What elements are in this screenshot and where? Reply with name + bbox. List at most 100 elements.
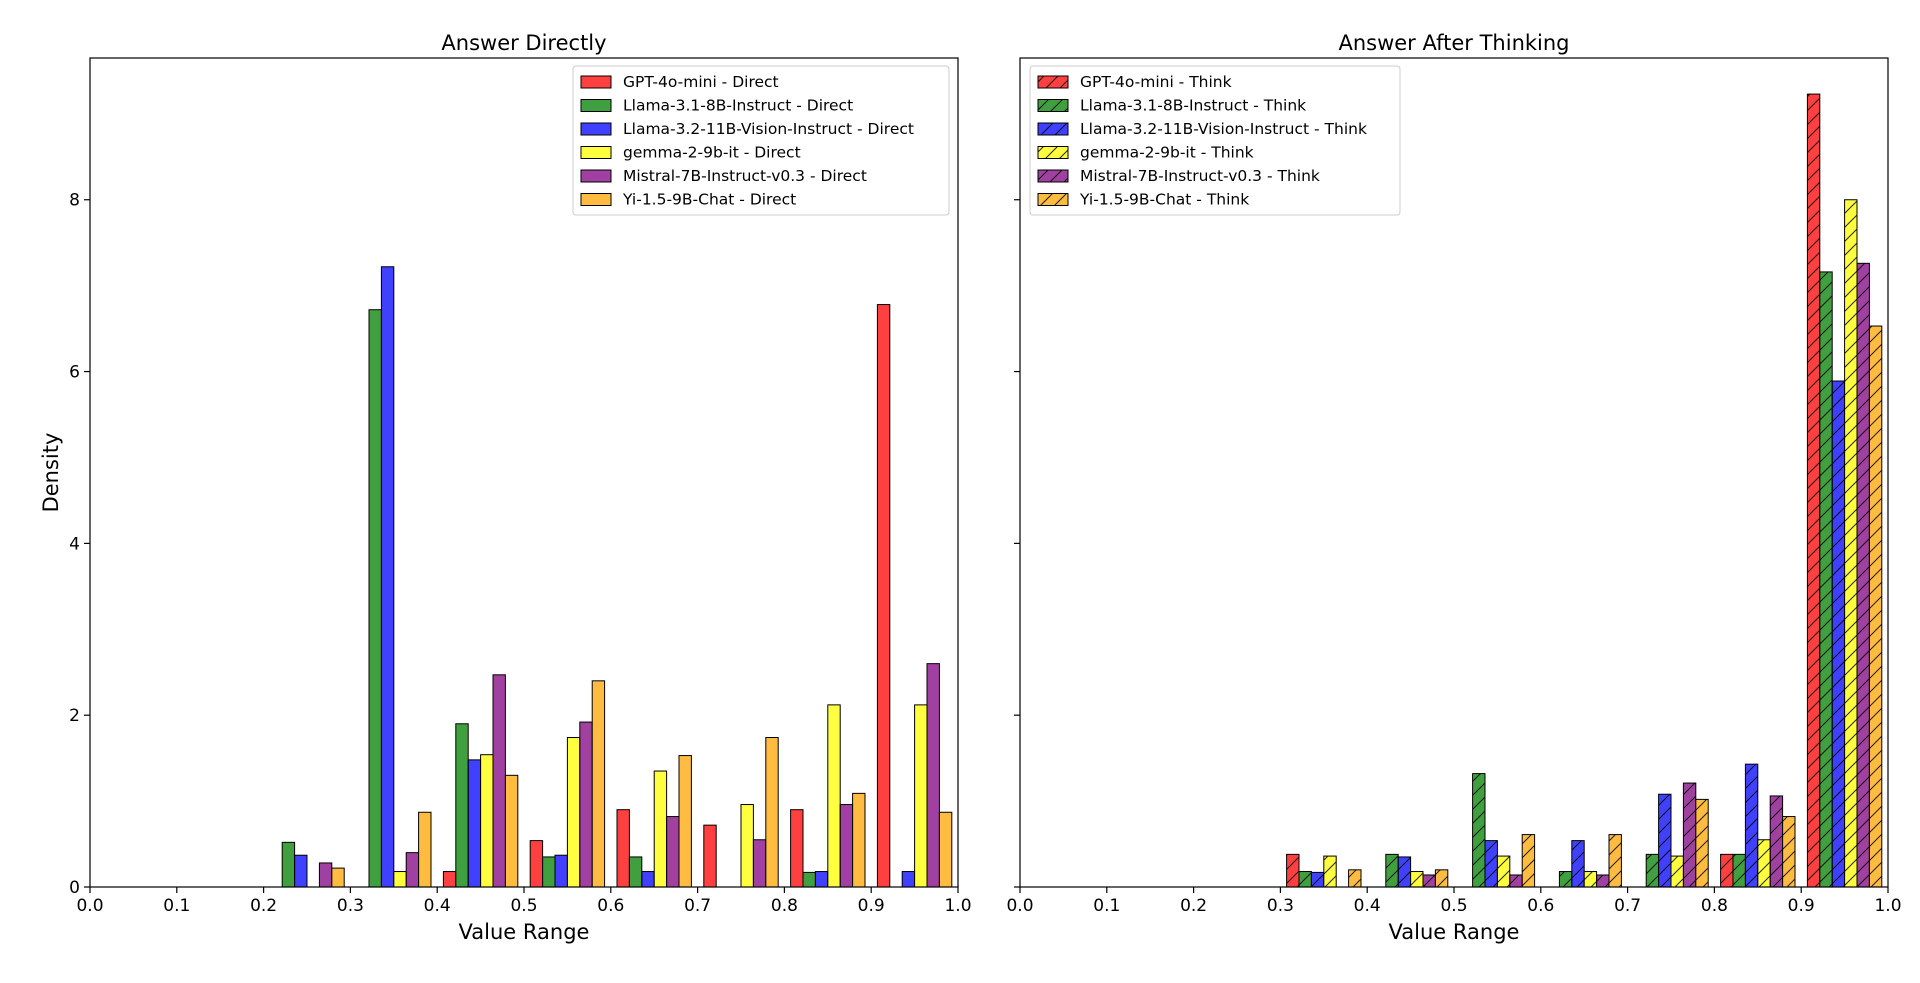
x-tick-label: 0.6 (1527, 896, 1554, 916)
x-tick-label: 0.1 (1093, 896, 1120, 916)
bar-hatch (1782, 816, 1795, 887)
bar-hatch (1857, 263, 1870, 887)
x-tick-label: 0.8 (771, 896, 798, 916)
legend-swatch (580, 193, 612, 206)
x-tick-label: 0.0 (76, 896, 103, 916)
bar-hatch (1385, 854, 1399, 887)
bar-hatch (1571, 840, 1585, 887)
x-tick-label: 0.9 (1788, 896, 1815, 916)
bar (740, 804, 754, 888)
y-tick-label: 0 (69, 878, 80, 898)
bar-hatch (1720, 854, 1733, 887)
bar-hatch (1770, 795, 1783, 887)
bar-hatch (1497, 856, 1510, 887)
bar-hatch (1733, 854, 1746, 887)
bar (914, 704, 928, 888)
left-panel: Answer Directly 0.0 0.1 0.2 0.3 0.4 0.5 0.6 0.7 0… (39, 31, 972, 944)
legend-swatch-hatch (1038, 99, 1068, 112)
bar (938, 811, 953, 888)
legend-label: Mistral-7B-Instruct-v0.3 - Think (1080, 167, 1320, 185)
bar-hatch (1435, 869, 1448, 887)
x-tick-label: 0.6 (597, 896, 624, 916)
bar (504, 774, 519, 888)
legend-swatch (580, 122, 612, 136)
bar-hatch (1658, 794, 1671, 887)
legend: GPT-4o-mini - Think Llama-3.1-8B-Instruct… (1029, 65, 1401, 216)
x-tick-label: 0.7 (684, 896, 711, 916)
bar-hatch (1311, 872, 1324, 887)
bar (802, 871, 816, 888)
bar (294, 854, 308, 888)
bar (542, 856, 556, 888)
bar (827, 704, 841, 888)
legend-swatch (580, 169, 612, 183)
bar (852, 792, 866, 888)
bar (579, 721, 593, 888)
x-tick-label: 0.3 (337, 896, 364, 916)
legend-label: GPT-4o-mini - Think (1080, 73, 1232, 91)
bar-hatch (1695, 799, 1709, 887)
bar (368, 309, 382, 888)
x-tick-label: 0.8 (1701, 896, 1728, 916)
bar-hatch (1683, 783, 1696, 887)
x-tick-label: 0.3 (1267, 896, 1294, 916)
legend-label: Llama-3.1-8B-Instruct - Direct (623, 97, 853, 115)
bar (752, 839, 767, 888)
bar-hatch (1398, 856, 1411, 887)
legend-swatch-hatch (1038, 76, 1068, 88)
bar-hatch (1745, 764, 1758, 887)
bar-hatch (1410, 871, 1423, 887)
bar (393, 871, 407, 888)
x-tick-label: 0.9 (858, 896, 885, 916)
legend-label: Mistral-7B-Instruct-v0.3 - Direct (623, 167, 867, 185)
legend-label: Yi-1.5-9B-Chat - Direct (622, 191, 796, 209)
legend-swatch-hatch (1038, 123, 1068, 135)
legend-box (1029, 65, 1401, 216)
legend-label: Yi-1.5-9B-Chat - Think (1079, 191, 1249, 209)
bar (566, 737, 581, 888)
bar (790, 809, 804, 888)
bar-hatch (1844, 199, 1857, 888)
legend-swatch (580, 146, 612, 159)
x-axis-label: Value Range (459, 920, 590, 944)
legend-label: Llama-3.2-11B-Vision-Instruct - Think (1080, 120, 1367, 138)
bar (380, 266, 395, 888)
bar (628, 856, 643, 888)
bar-hatch (1584, 871, 1597, 887)
legend-label: gemma-2-9b-it - Direct (623, 144, 801, 162)
bar (467, 759, 482, 888)
bar (876, 304, 891, 888)
bar (529, 840, 544, 888)
bar (331, 867, 345, 888)
bar (455, 723, 469, 888)
bar (281, 841, 296, 888)
bar (554, 854, 568, 888)
x-tick-label: 0.1 (163, 896, 190, 916)
x-tick-label: 1.0 (1874, 896, 1901, 916)
x-tick-label: 0.7 (1614, 896, 1641, 916)
bar (666, 816, 680, 888)
bar-hatch (1509, 874, 1523, 887)
legend-swatch-hatch (1038, 170, 1068, 182)
bar (442, 871, 457, 888)
bar-hatch (1522, 834, 1535, 887)
legend-swatch (580, 75, 612, 89)
bar (591, 680, 606, 888)
bar (318, 862, 333, 888)
chart-title: Answer Directly (441, 31, 606, 55)
bar (839, 804, 854, 888)
bars (281, 266, 953, 888)
legend-label: GPT-4o-mini - Direct (623, 73, 779, 91)
bar (492, 674, 506, 888)
x-tick-label: 1.0 (944, 896, 971, 916)
bars (1286, 93, 1883, 888)
legend: GPT-4o-mini - Direct Llama-3.1-8B-Instruc… (572, 65, 950, 216)
x-tick-label: 0.2 (250, 896, 277, 916)
bar-hatch (1819, 271, 1833, 887)
bar (814, 871, 829, 888)
bar (480, 754, 494, 888)
bar-hatch (1832, 381, 1845, 887)
bar-hatch (1646, 854, 1659, 887)
bar (405, 852, 420, 888)
